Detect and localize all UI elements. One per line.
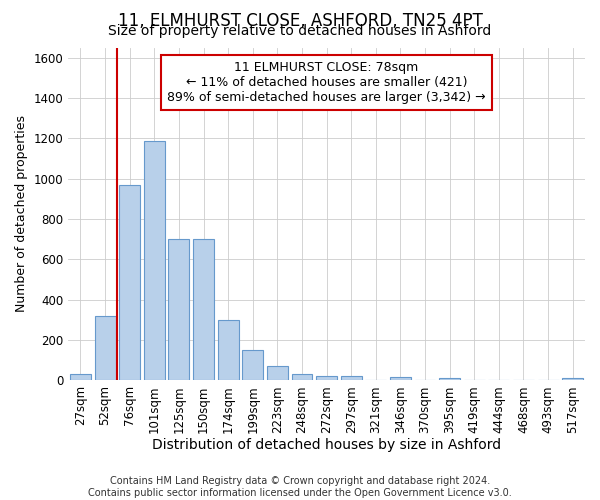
Bar [119,184,140,380]
Bar [292,374,313,380]
X-axis label: Distribution of detached houses by size in Ashford: Distribution of detached houses by size … [152,438,501,452]
Bar [562,378,583,380]
Text: Contains HM Land Registry data © Crown copyright and database right 2024.
Contai: Contains HM Land Registry data © Crown c… [88,476,512,498]
Bar [193,239,214,380]
Text: Size of property relative to detached houses in Ashford: Size of property relative to detached ho… [109,24,491,38]
Bar [218,320,239,380]
Y-axis label: Number of detached properties: Number of detached properties [15,116,28,312]
Bar [439,378,460,380]
Text: 11, ELMHURST CLOSE, ASHFORD, TN25 4PT: 11, ELMHURST CLOSE, ASHFORD, TN25 4PT [118,12,482,30]
Bar [267,366,288,380]
Bar [242,350,263,380]
Bar [95,316,116,380]
Text: 11 ELMHURST CLOSE: 78sqm
← 11% of detached houses are smaller (421)
89% of semi-: 11 ELMHURST CLOSE: 78sqm ← 11% of detach… [167,61,486,104]
Bar [316,376,337,380]
Bar [169,239,190,380]
Bar [390,378,411,380]
Bar [70,374,91,380]
Bar [341,376,362,380]
Bar [144,142,165,380]
